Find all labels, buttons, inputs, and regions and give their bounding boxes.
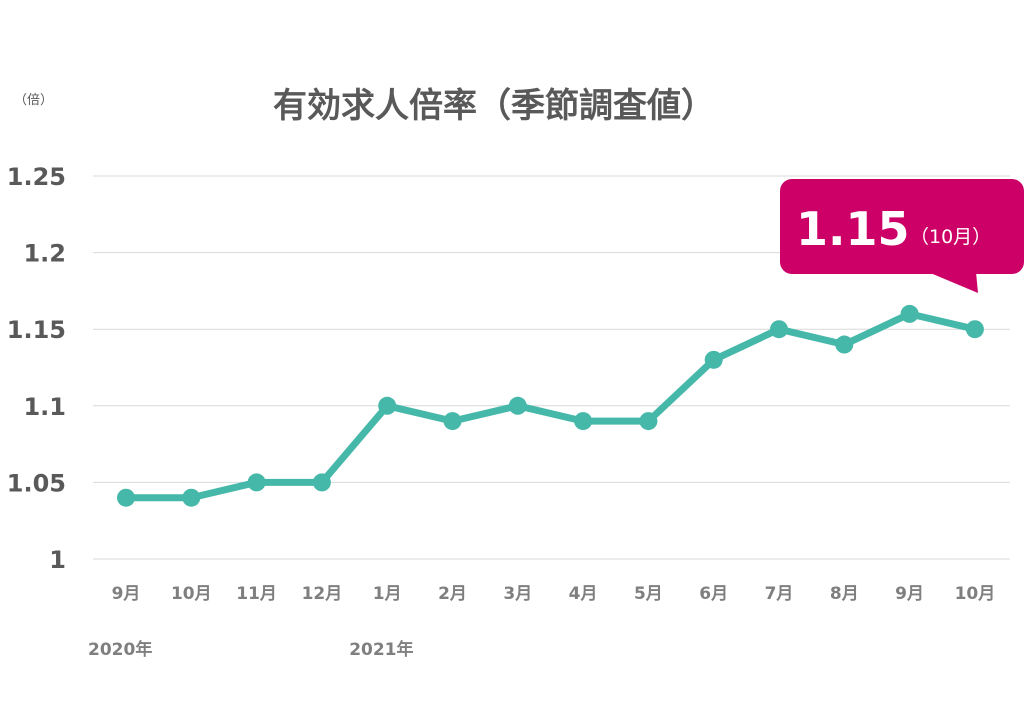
data-point — [770, 320, 788, 339]
x-tick-label: 9月 — [112, 584, 141, 604]
data-point — [704, 350, 723, 369]
data-point — [900, 304, 919, 323]
data-point — [639, 412, 658, 431]
x-tick-label: 1月 — [373, 584, 402, 604]
callout-month: （10月） — [910, 226, 991, 248]
x-tick-label: 2月 — [438, 584, 467, 604]
data-point — [835, 335, 854, 354]
data-point — [247, 473, 266, 492]
x-tick-label: 9月 — [895, 584, 924, 604]
x-tick-label: 10月 — [955, 584, 996, 604]
callout-pointer — [928, 272, 978, 293]
x-axis-ticks: 9月 10月 11月 12月 1月 2月 3月 4月 5月 6月 7月 8月 9月 10月 — [112, 584, 996, 604]
y-axis-ticks: 1.25 1.2 1.15 1.1 1.05 1 — [7, 163, 66, 574]
callout-value: 1.15 — [796, 202, 910, 256]
data-point — [574, 412, 593, 431]
data-point — [182, 488, 201, 507]
series-layer — [117, 304, 984, 507]
data-point — [117, 488, 135, 507]
x-tick-label: 6月 — [699, 584, 728, 604]
year-label: 2021年 — [349, 639, 413, 660]
data-point — [443, 412, 462, 431]
y-tick-label: 1.1 — [23, 393, 66, 421]
x-tick-label: 3月 — [503, 584, 532, 604]
x-tick-label: 11月 — [236, 584, 277, 604]
x-tick-label: 5月 — [634, 584, 663, 604]
y-tick-label: 1.25 — [7, 163, 66, 191]
series-line — [122, 310, 979, 502]
year-labels: 2020年 2021年 — [88, 639, 414, 660]
x-tick-label: 4月 — [569, 584, 598, 604]
year-label: 2020年 — [88, 639, 152, 660]
data-point — [965, 320, 984, 339]
x-tick-label: 12月 — [302, 584, 343, 604]
x-tick-label: 7月 — [765, 584, 794, 604]
data-point — [312, 473, 331, 492]
y-unit-label: （倍） — [14, 93, 53, 108]
data-point — [378, 396, 397, 415]
callout-box — [780, 179, 1024, 274]
y-tick-label: 1 — [49, 546, 66, 574]
chart-title: 有効求人倍率（季節調査値） — [273, 86, 715, 126]
data-point — [508, 396, 527, 415]
y-tick-label: 1.05 — [7, 469, 66, 497]
y-tick-label: 1.2 — [23, 240, 66, 268]
y-tick-label: 1.15 — [7, 316, 66, 344]
x-tick-label: 10月 — [171, 584, 212, 604]
latest-value-callout: 1.15 （10月） — [780, 179, 1024, 293]
x-tick-label: 8月 — [830, 584, 859, 604]
